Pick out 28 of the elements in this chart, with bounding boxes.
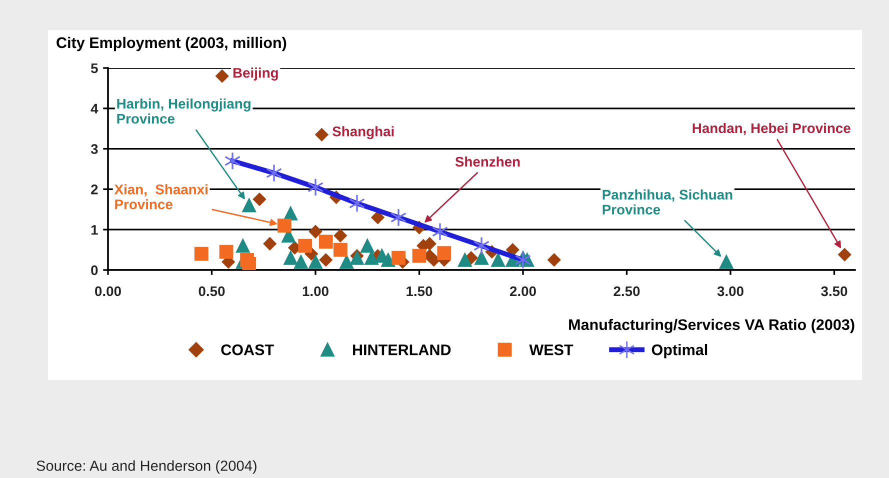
legend-label: COAST — [221, 344, 274, 356]
y-tick-label: 4 — [90, 104, 98, 114]
x-tick-label: 3.00 — [717, 286, 744, 296]
y-tick-label: 3 — [90, 144, 98, 154]
x-tick-label: 2.00 — [510, 286, 536, 296]
y-tick-label: 5 — [90, 63, 98, 74]
annotation: Shanghai — [332, 126, 394, 140]
annotation: Xian, Shaanxi Province — [114, 184, 208, 210]
annotation: Panzhihua, Sichuan Province — [602, 189, 732, 215]
x-tick-label: 3.50 — [821, 286, 848, 296]
source-note: Source: Au and Henderson (2004) — [36, 460, 256, 474]
y-tick-label: 1 — [91, 225, 98, 235]
legend-label: Optimal — [652, 344, 708, 358]
annotation: Shenzhen — [455, 156, 520, 167]
y-tick-label: 2 — [91, 184, 98, 194]
x-tick-label: 0.00 — [95, 286, 121, 296]
annotation: Handan, Hebei Province — [692, 122, 850, 136]
legend-label: HINTERLAND — [353, 344, 451, 356]
annotation: Beijing — [233, 68, 278, 81]
x-tick-label: 2.50 — [614, 286, 640, 296]
annotation: Harbin, Heilongjiang Province — [117, 98, 250, 124]
x-axis-title: Manufacturing/Services VA Ratio (2003) — [569, 318, 854, 334]
x-tick-label: 0.50 — [198, 286, 225, 296]
x-tick-label: 1.00 — [302, 286, 328, 296]
legend-label: WEST — [529, 344, 574, 356]
x-tick-label: 1.50 — [406, 286, 432, 296]
y-tick-label: 0 — [91, 265, 98, 276]
chart-title: City Employment (2003, million) — [56, 36, 286, 52]
